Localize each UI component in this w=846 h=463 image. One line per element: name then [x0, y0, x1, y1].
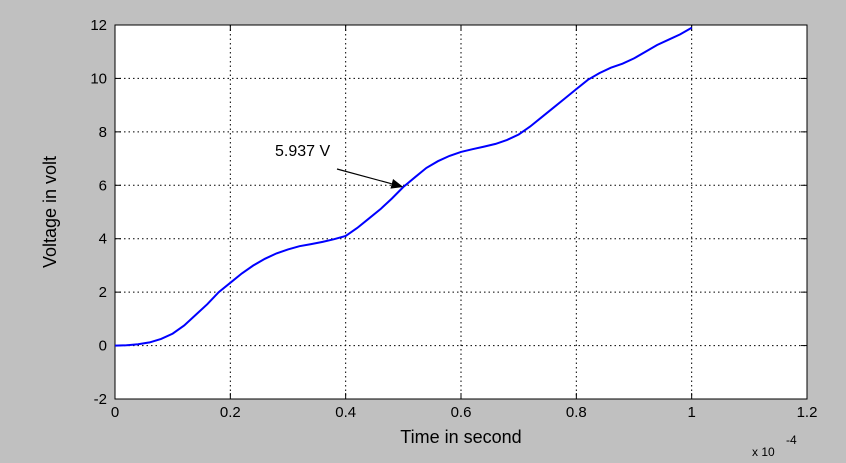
x-multiplier-exponent: -4 — [786, 433, 797, 447]
y-tick-label: 8 — [99, 124, 107, 141]
y-axis-label: Voltage in volt — [40, 156, 60, 268]
x-multiplier-label: x 10 — [752, 445, 775, 459]
annotation-arrow — [336, 168, 392, 185]
x-tick-label: 0.6 — [451, 404, 472, 421]
y-tick-label: 10 — [90, 70, 107, 87]
annotation: 5.937 V — [275, 143, 404, 189]
series-line — [114, 26, 693, 347]
y-tick-label: 4 — [99, 231, 107, 248]
plot-area — [114, 24, 808, 400]
x-tick-label: 0.4 — [335, 404, 356, 421]
x-axis-label: Time in second — [400, 427, 521, 447]
x-tick-label: 1 — [687, 404, 695, 421]
grid — [115, 25, 807, 399]
x-tick-label: 0.2 — [220, 404, 241, 421]
y-tick-label: 2 — [99, 284, 107, 301]
annotation-label: 5.937 V — [275, 143, 330, 160]
ticks — [114, 24, 808, 400]
x-tick-label: 1.2 — [797, 404, 818, 421]
y-tick-label: 6 — [99, 177, 107, 194]
x-tick-label: 0 — [111, 404, 119, 421]
y-tick-label: 0 — [99, 338, 107, 355]
y-tick-label: 12 — [90, 17, 107, 34]
annotation-arrow-head — [390, 179, 404, 189]
x-tick-label: 0.8 — [566, 404, 587, 421]
y-tick-label: -2 — [94, 391, 107, 408]
